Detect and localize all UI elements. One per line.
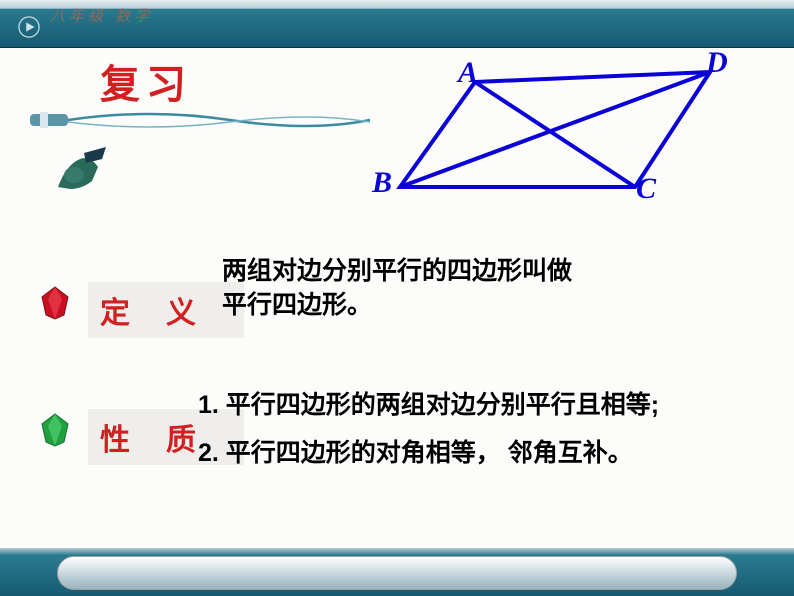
play-icon	[18, 16, 40, 38]
bottom-inset-bar	[57, 556, 737, 590]
properties-item1: 1. 平行四边形的两组对边分别平行且相等;	[198, 391, 659, 419]
red-gem-icon	[40, 285, 70, 321]
vertex-label-a: A	[458, 56, 478, 90]
properties-text: 1. 平行四边形的两组对边分别平行且相等; 2. 平行四边形的对角相等， 邻角互…	[198, 382, 659, 477]
vertex-label-b: B	[372, 166, 392, 200]
definition-label: 定义	[88, 282, 244, 338]
vertex-label-c: C	[636, 172, 656, 206]
parallelogram-diagram: A D B C	[380, 52, 740, 222]
vertex-label-d: D	[706, 46, 728, 80]
properties-item2: 2. 平行四边形的对角相等， 邻角互补。	[198, 439, 633, 467]
pen-swoosh-decoration	[30, 106, 370, 134]
grade-subject: 八年级 数学	[50, 5, 153, 26]
definition-line1: 两组对边分别平行的四边形叫做	[222, 257, 572, 285]
definition-text: 两组对边分别平行的四边形叫做 平行四边形。	[222, 255, 572, 323]
hand-writing-icon	[52, 145, 108, 195]
green-gem-icon	[40, 412, 70, 448]
review-title: 复习	[100, 52, 192, 110]
definition-line2: 平行四边形。	[222, 291, 372, 319]
